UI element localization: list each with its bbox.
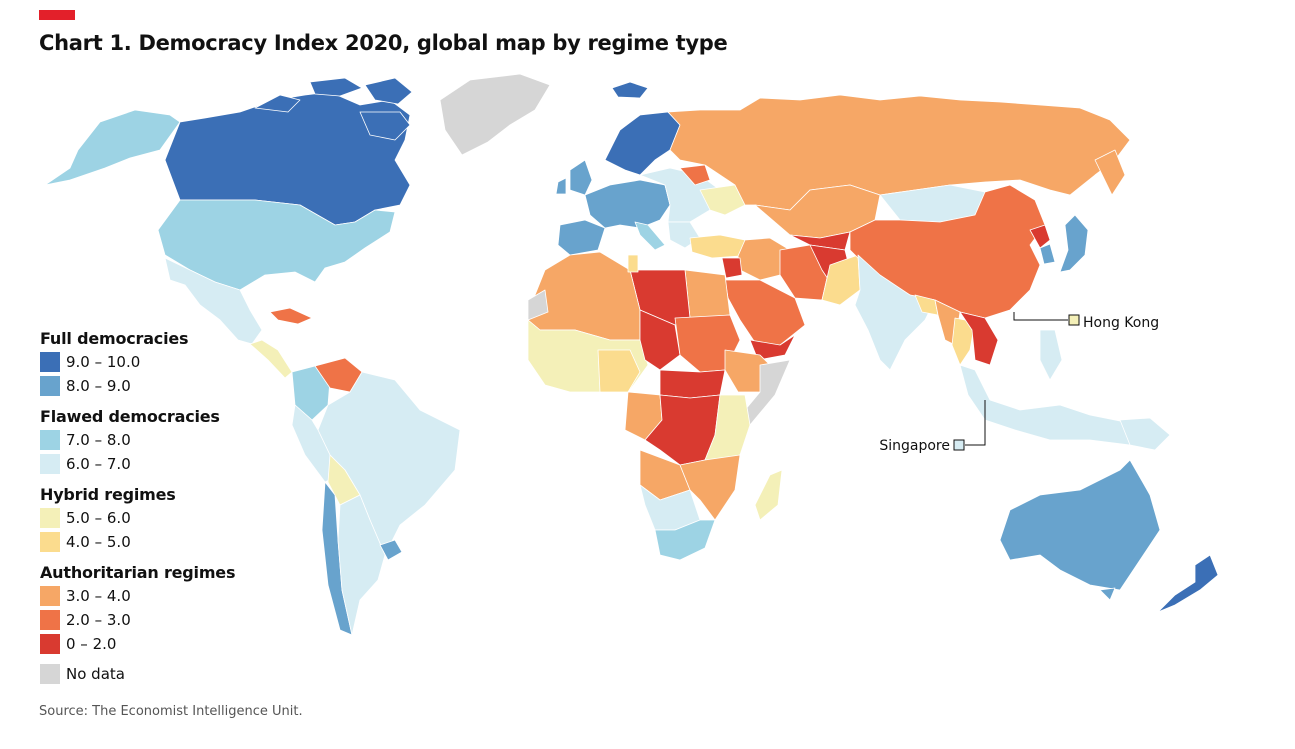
accent-bar <box>39 10 75 20</box>
legend: Full democracies 9.0 – 10.0 8.0 – 9.0 Flawe… <box>40 328 260 686</box>
region-greenland <box>439 73 551 156</box>
legend-item-label: 0 – 2.0 <box>66 635 117 653</box>
region-nigeria <box>597 349 641 393</box>
region-alaska <box>44 109 181 186</box>
region-png <box>1119 417 1171 451</box>
region-vietnam <box>959 311 999 366</box>
region-egypt <box>684 269 731 319</box>
legend-item: 7.0 – 8.0 <box>40 428 260 452</box>
singapore-label: Singapore <box>879 438 950 454</box>
region-italy <box>634 221 666 251</box>
region-southeast-africa <box>679 454 741 521</box>
legend-item-label: No data <box>66 665 125 683</box>
legend-swatch <box>40 586 60 606</box>
region-syria <box>721 257 743 279</box>
region-argentina <box>337 494 386 636</box>
legend-item-label: 8.0 – 9.0 <box>66 377 131 395</box>
legend-group-title: Authoritarian regimes <box>40 563 236 582</box>
region-uruguay <box>379 539 403 561</box>
region-south-korea <box>1039 243 1056 265</box>
legend-item: 3.0 – 4.0 <box>40 584 260 608</box>
legend-group: Full democracies 9.0 – 10.0 8.0 – 9.0 <box>40 328 260 398</box>
region-tunisia <box>627 254 639 273</box>
region-scandinavia <box>604 111 681 176</box>
legend-swatch <box>40 634 60 654</box>
region-ukraine <box>699 184 746 216</box>
legend-item-label: 2.0 – 3.0 <box>66 611 131 629</box>
legend-group-title: Flawed democracies <box>40 407 220 426</box>
region-madagascar <box>754 469 783 521</box>
legend-item: 4.0 – 5.0 <box>40 530 260 554</box>
region-russia <box>667 94 1131 211</box>
legend-item-label: 7.0 – 8.0 <box>66 431 131 449</box>
legend-item-label: 3.0 – 4.0 <box>66 587 131 605</box>
legend-item: 6.0 – 7.0 <box>40 452 260 476</box>
region-tasmania <box>1099 587 1116 601</box>
legend-item-no-data: No data <box>40 662 260 686</box>
region-uk <box>555 159 593 196</box>
hong-kong-label: Hong Kong <box>1083 315 1159 331</box>
legend-group: Hybrid regimes 5.0 – 6.0 4.0 – 5.0 <box>40 484 260 554</box>
hong-kong-callout: Hong Kong <box>1013 312 1159 331</box>
hong-kong-marker <box>1068 314 1080 326</box>
legend-item: 2.0 – 3.0 <box>40 608 260 632</box>
legend-swatch <box>40 454 60 474</box>
region-japan <box>1059 214 1089 273</box>
legend-swatch <box>40 376 60 396</box>
legend-group-title: Hybrid regimes <box>40 485 176 504</box>
region-north-korea <box>1029 224 1051 249</box>
region-kamchatka <box>1094 149 1126 196</box>
legend-item: 8.0 – 9.0 <box>40 374 260 398</box>
region-belarus <box>679 164 711 186</box>
region-south-africa <box>654 519 716 561</box>
region-philippines <box>1039 329 1063 381</box>
legend-swatch <box>40 508 60 528</box>
region-canada-arctic <box>254 77 413 141</box>
legend-item-label: 5.0 – 6.0 <box>66 509 131 527</box>
singapore-callout: Singapore <box>879 400 986 454</box>
region-australia <box>999 459 1161 591</box>
region-south-sudan <box>659 369 726 399</box>
legend-swatch <box>40 430 60 450</box>
region-iceland <box>611 81 649 99</box>
region-western-sahara <box>527 289 549 321</box>
region-turkey <box>689 234 746 259</box>
legend-group: Authoritarian regimes 3.0 – 4.0 2.0 – 3.0 0… <box>40 562 260 656</box>
region-iberia <box>557 219 606 256</box>
source-note: Source: The Economist Intelligence Unit. <box>39 704 303 719</box>
legend-swatch <box>40 610 60 630</box>
region-new-zealand <box>1157 554 1219 613</box>
legend-item: 5.0 – 6.0 <box>40 506 260 530</box>
legend-swatch <box>40 352 60 372</box>
legend-item: 0 – 2.0 <box>40 632 260 656</box>
legend-item: 9.0 – 10.0 <box>40 350 260 374</box>
legend-item-label: 9.0 – 10.0 <box>66 353 141 371</box>
region-western-europe <box>584 179 671 229</box>
region-pakistan <box>821 254 861 306</box>
legend-swatch <box>40 532 60 552</box>
legend-swatch <box>40 664 60 684</box>
region-central-asia-south <box>789 231 851 251</box>
legend-item-label: 6.0 – 7.0 <box>66 455 131 473</box>
legend-item-label: 4.0 – 5.0 <box>66 533 131 551</box>
legend-group: Flawed democracies 7.0 – 8.0 6.0 – 7.0 <box>40 406 260 476</box>
chart-title: Chart 1. Democracy Index 2020, global ma… <box>39 31 728 55</box>
legend-group-title: Full democracies <box>40 329 189 348</box>
region-india <box>854 254 936 371</box>
region-cuba <box>269 307 313 325</box>
singapore-marker <box>953 439 965 451</box>
